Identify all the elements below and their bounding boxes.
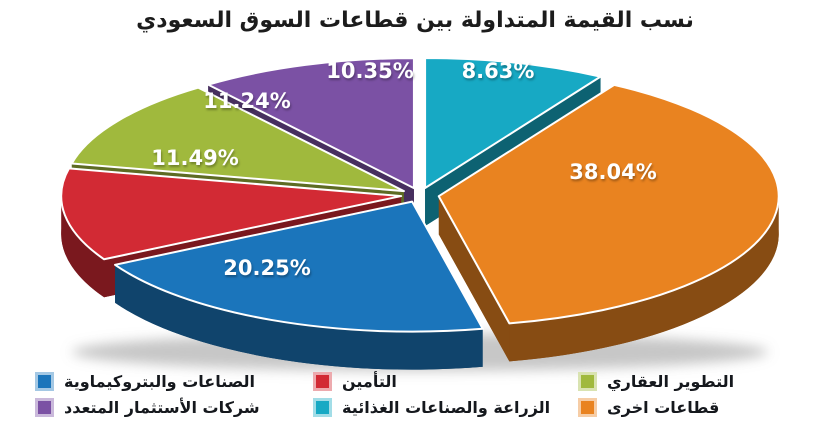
slice-value-label: 10.35% xyxy=(326,59,413,83)
slice-top-face xyxy=(207,57,415,190)
legend-column-1: الصناعات والبتروكيماوية شركات الأستثمار ا… xyxy=(35,371,260,418)
legend-label: الصناعات والبتروكيماوية xyxy=(64,372,256,391)
slice-top-face xyxy=(114,200,484,333)
legend-swatch xyxy=(313,398,332,417)
legend-swatch xyxy=(578,398,597,417)
chart-title: نسب القيمة المتداولة بين قطاعات السوق ال… xyxy=(136,8,694,33)
slice-value-label: 11.49% xyxy=(151,146,238,170)
legend-item-3-2[interactable]: قطاعات اخرى xyxy=(578,397,734,418)
legend-label: شركات الأستثمار المتعدد xyxy=(64,398,260,417)
slice-rim-face xyxy=(61,196,105,298)
legend-item-2-2[interactable]: الزراعة والصناعات الغذائية xyxy=(313,397,550,418)
legend-label: الزراعة والصناعات الغذائية xyxy=(342,398,551,417)
legend-swatch xyxy=(35,398,54,417)
slice-rim-face xyxy=(115,264,483,370)
pie-slice-1[interactable]: 38.04% xyxy=(437,83,780,362)
legend-swatch xyxy=(313,372,332,391)
legend-column-2: التأمين الزراعة والصناعات الغذائية xyxy=(313,371,550,418)
slice-top-face xyxy=(437,83,780,325)
legend-swatch xyxy=(578,372,597,391)
legend-item-3-1[interactable]: التطوير العقاري xyxy=(578,371,734,392)
legend-label: قطاعات اخرى xyxy=(607,398,720,417)
legend-swatch xyxy=(35,372,54,391)
slice-value-label: 20.25% xyxy=(223,256,310,280)
slice-top-face xyxy=(424,57,602,190)
legend-label: التطوير العقاري xyxy=(607,372,735,391)
legend-column-3: التطوير العقاري قطاعات اخرى xyxy=(578,371,734,418)
pie-slice-2[interactable]: 20.25% xyxy=(114,200,484,370)
slice-value-label: 38.04% xyxy=(569,160,656,184)
slice-top-face xyxy=(70,86,405,193)
slice-value-label: 8.63% xyxy=(462,59,535,83)
slice-rim-face xyxy=(509,196,779,362)
slice-value-label: 11.24% xyxy=(203,89,290,113)
legend-item-2-1[interactable]: التأمين xyxy=(313,371,550,392)
legend-label: التأمين xyxy=(342,372,397,391)
legend-item-1-1[interactable]: الصناعات والبتروكيماوية xyxy=(35,371,260,392)
slice-cut-face xyxy=(438,196,510,362)
slice-top-face xyxy=(60,167,403,261)
legend-item-1-2[interactable]: شركات الأستثمار المتعدد xyxy=(35,397,260,418)
